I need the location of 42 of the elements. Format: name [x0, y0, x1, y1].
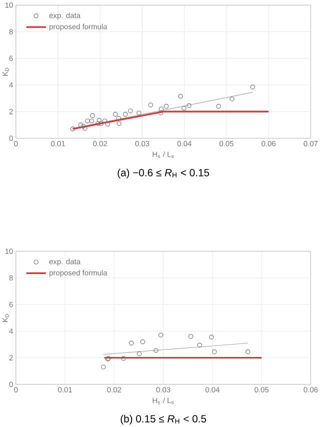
point	[148, 102, 154, 108]
point	[116, 121, 122, 126]
point	[188, 334, 194, 339]
point	[230, 96, 235, 102]
point	[90, 113, 96, 118]
point	[164, 104, 169, 109]
point	[82, 126, 88, 131]
point	[186, 103, 192, 108]
point	[250, 84, 256, 90]
point	[121, 356, 126, 361]
point	[246, 349, 250, 354]
point	[158, 332, 164, 338]
point	[209, 334, 214, 340]
point	[136, 110, 142, 116]
point	[129, 340, 134, 346]
point	[102, 118, 108, 124]
point	[106, 122, 110, 127]
point	[154, 348, 159, 353]
point	[116, 116, 122, 121]
point	[198, 342, 202, 348]
point	[81, 124, 86, 129]
point	[78, 122, 84, 128]
point	[123, 112, 128, 117]
point	[85, 118, 90, 124]
point	[140, 339, 146, 344]
point	[113, 112, 118, 117]
text: (a) −0.6 ≤ R$_{H}$ < 0.15	[118, 168, 210, 178]
point	[158, 110, 164, 116]
point	[212, 349, 218, 354]
point	[128, 108, 134, 114]
point	[137, 351, 142, 356]
point	[159, 106, 164, 112]
point	[97, 118, 102, 123]
point	[101, 364, 106, 370]
point	[216, 104, 222, 109]
point	[90, 118, 94, 124]
text: (b) 0.15 ≤ R$_{H}$ < 0.5	[121, 414, 206, 425]
point	[96, 121, 101, 126]
point	[70, 126, 76, 132]
point	[98, 121, 104, 126]
point	[178, 94, 184, 99]
point	[182, 106, 187, 111]
